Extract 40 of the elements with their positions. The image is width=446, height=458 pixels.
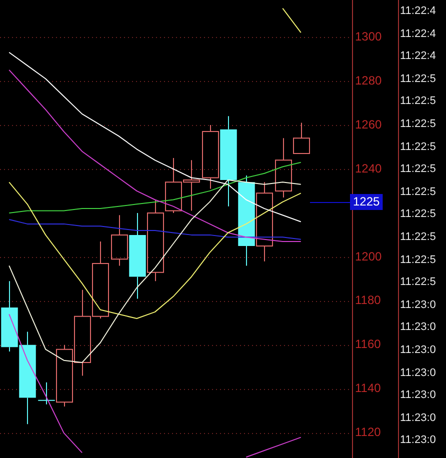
text: 11:23:0	[399, 342, 437, 358]
text: 11:22:5	[399, 207, 437, 222]
text: 11:22:5	[399, 116, 437, 132]
text: 11:22:5	[399, 72, 437, 87]
y-tick-label: 1280	[355, 73, 382, 88]
text: 11:22:5	[399, 94, 437, 110]
y-tick-label: 1300	[355, 29, 382, 44]
text: 11:23:0	[399, 388, 437, 404]
text: 11:22:5	[399, 184, 437, 200]
candlestick	[293, 122, 310, 154]
text: 11:22:4	[399, 4, 437, 19]
text: 11:22:5	[399, 162, 437, 178]
ref-line-label: 1225	[353, 194, 380, 208]
candlestick	[275, 138, 292, 198]
text: 11:22:5	[399, 140, 437, 155]
text: 11:22:4	[399, 49, 437, 64]
candlestick	[129, 212, 146, 300]
candlestick	[220, 116, 237, 207]
y-tick-label: 1120	[355, 425, 382, 440]
text: 11:23:0	[399, 366, 437, 380]
candlestick	[147, 199, 164, 282]
y-tick-label: 1240	[355, 161, 382, 176]
text: 11:23:0	[399, 410, 437, 426]
candlestick	[256, 182, 273, 262]
candlestick	[111, 214, 128, 266]
y-tick-label: 1160	[355, 337, 382, 352]
text: 11:22:5	[399, 275, 437, 290]
y-tick-label: 1180	[355, 293, 382, 308]
candlestick	[38, 382, 55, 405]
y-tick-label: 1200	[355, 249, 382, 264]
text: 11:22:4	[399, 26, 437, 42]
y-tick-label: 1260	[355, 117, 382, 132]
text: 11:23:0	[399, 298, 437, 313]
text: 11:23:0	[399, 320, 437, 336]
text: 11:23:0	[399, 433, 437, 448]
y-tick-label: 1140	[355, 381, 382, 396]
text: 11:22:5	[399, 252, 437, 268]
candlestick	[238, 175, 255, 266]
candlestick	[202, 124, 219, 190]
text: 11:22:5	[399, 230, 437, 245]
